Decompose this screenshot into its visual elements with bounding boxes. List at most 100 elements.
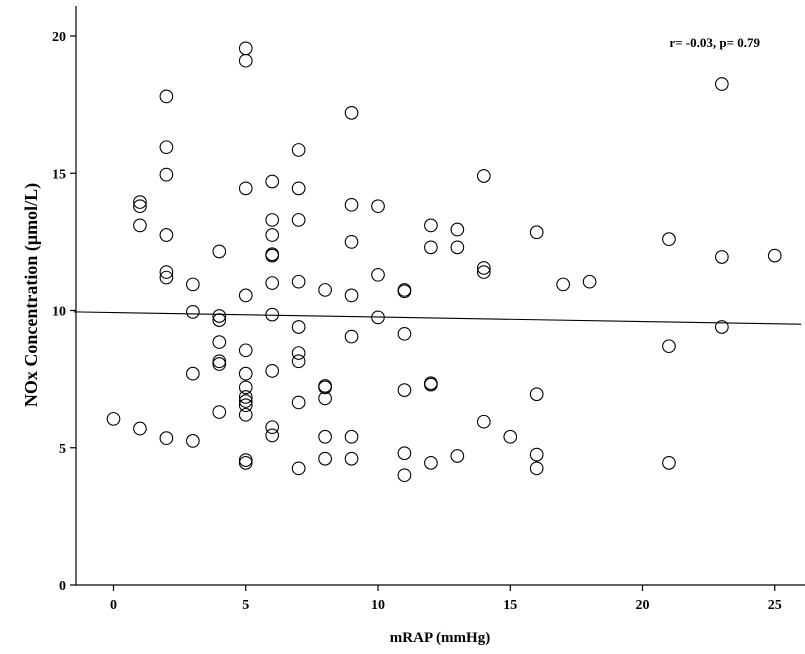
data-point (291, 346, 306, 360)
data-point (265, 364, 280, 378)
data-point (106, 412, 121, 426)
data-point (291, 354, 306, 369)
data-point (159, 89, 174, 104)
data-point (212, 313, 227, 327)
data-point (238, 366, 253, 381)
y-tick-label: 10 (52, 305, 66, 320)
data-point (424, 377, 438, 392)
data-point (503, 429, 518, 444)
data-point (529, 387, 544, 402)
data-point (238, 398, 253, 413)
x-axis-ticks: 0 5 10 15 20 25 (110, 585, 782, 613)
data-point (344, 197, 359, 212)
data-point (476, 265, 491, 279)
data-point (238, 453, 253, 467)
data-point (212, 354, 227, 369)
data-point (529, 461, 544, 476)
data-point (529, 225, 544, 240)
data-point (238, 41, 253, 56)
data-point (265, 307, 280, 322)
x-axis-title: mRAP (mmHg) (390, 630, 490, 646)
data-point (662, 232, 676, 246)
data-point (318, 451, 332, 466)
y-tick-label: 5 (59, 442, 66, 457)
data-point (450, 222, 465, 237)
data-point (159, 431, 174, 445)
data-point (133, 218, 147, 233)
data-point (556, 277, 571, 292)
data-point (133, 199, 147, 214)
data-point (133, 421, 147, 436)
data-point (238, 390, 253, 404)
data-point (291, 181, 306, 196)
data-point (450, 240, 465, 255)
data-points (106, 41, 782, 483)
data-point (344, 235, 359, 249)
data-point (662, 339, 676, 354)
data-point (424, 240, 438, 255)
y-tick-label: 15 (52, 167, 66, 182)
data-point (291, 461, 306, 476)
data-point (291, 213, 306, 227)
data-point (265, 248, 280, 263)
data-point (662, 455, 676, 470)
data-point (714, 250, 729, 264)
data-point (212, 244, 227, 259)
y-tick-label: 0 (59, 579, 66, 594)
data-point (397, 468, 412, 483)
data-point (476, 169, 491, 183)
regression-line (73, 311, 802, 325)
data-point (238, 394, 253, 408)
correlation-annotation: r= -0.03, p= 0.79 (669, 35, 760, 50)
data-point (397, 383, 412, 397)
data-point (318, 429, 332, 444)
y-tick-label: 20 (52, 30, 66, 45)
data-point (344, 451, 359, 466)
data-point (212, 309, 227, 323)
data-point (238, 181, 253, 196)
y-axis-ticks: 0 5 10 15 20 (52, 30, 76, 594)
data-point (371, 310, 385, 325)
data-point (159, 167, 174, 182)
data-point (371, 199, 385, 214)
x-tick-label: 0 (110, 598, 117, 613)
data-point (159, 140, 174, 155)
data-point (186, 434, 200, 448)
data-point (265, 428, 280, 443)
data-point (397, 326, 412, 341)
data-point (291, 395, 306, 410)
data-point (476, 261, 491, 275)
data-point (344, 106, 359, 120)
data-point (186, 305, 200, 319)
data-point (133, 195, 147, 209)
data-point (265, 420, 280, 435)
data-point (238, 380, 253, 395)
x-tick-label: 15 (503, 598, 517, 613)
x-tick-label: 25 (768, 598, 782, 613)
data-point (291, 274, 306, 289)
data-point (318, 283, 332, 297)
data-point (714, 320, 729, 334)
data-point (476, 414, 491, 429)
data-point (714, 77, 729, 91)
data-point (344, 288, 359, 303)
data-point (159, 270, 174, 285)
data-point (318, 380, 332, 395)
data-point (424, 455, 438, 470)
data-point (424, 218, 438, 233)
data-point (159, 228, 174, 242)
data-point (291, 320, 306, 334)
y-axis-title: NOx Concentration (μmol/L) (21, 183, 42, 407)
data-point (265, 276, 280, 290)
data-point (529, 447, 544, 462)
x-tick-label: 10 (371, 598, 385, 613)
data-point (238, 343, 253, 358)
data-point (450, 449, 465, 463)
plot-area: 0 5 10 15 20 0 5 10 15 20 25 (52, 6, 805, 613)
data-point (159, 265, 174, 279)
data-point (371, 267, 385, 282)
data-point (186, 366, 200, 381)
data-point (767, 248, 782, 263)
data-point (265, 213, 280, 227)
